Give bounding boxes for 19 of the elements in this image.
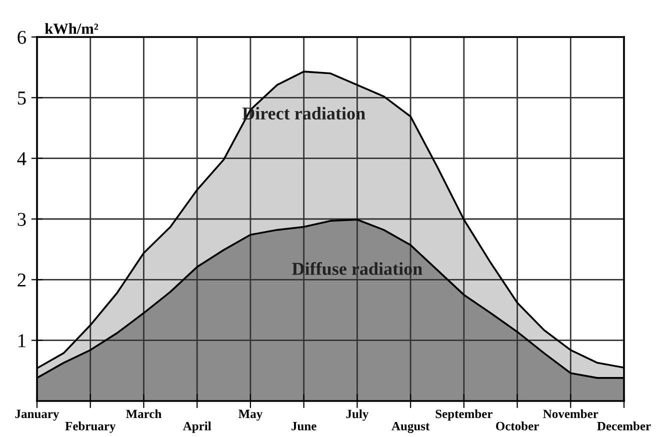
x-tick-label: March [126, 409, 162, 418]
x-tick-label: July [346, 409, 369, 421]
y-tick-label: 5 [18, 92, 26, 105]
x-tick-label: April [182, 422, 212, 433]
x-tick-label: November [543, 409, 598, 418]
y-tick-label: 3 [18, 212, 26, 226]
y-tick-label: 4 [17, 152, 26, 166]
y-tick-label: 1 [18, 334, 26, 348]
x-tick-label: December [597, 422, 651, 430]
x-tick-label: September [436, 409, 492, 421]
y-tick-label: 2 [18, 274, 26, 286]
x-tick-label: January [15, 410, 60, 421]
x-tick-label: February [65, 422, 116, 433]
y-tick-label: 6 [18, 30, 26, 44]
x-tick-label: October [496, 422, 539, 430]
x-tick-label: May [238, 410, 262, 421]
x-tick-label: August [392, 422, 430, 433]
y-axis-title: kWh/m² [45, 23, 98, 34]
x-tick-label: June [292, 422, 316, 430]
